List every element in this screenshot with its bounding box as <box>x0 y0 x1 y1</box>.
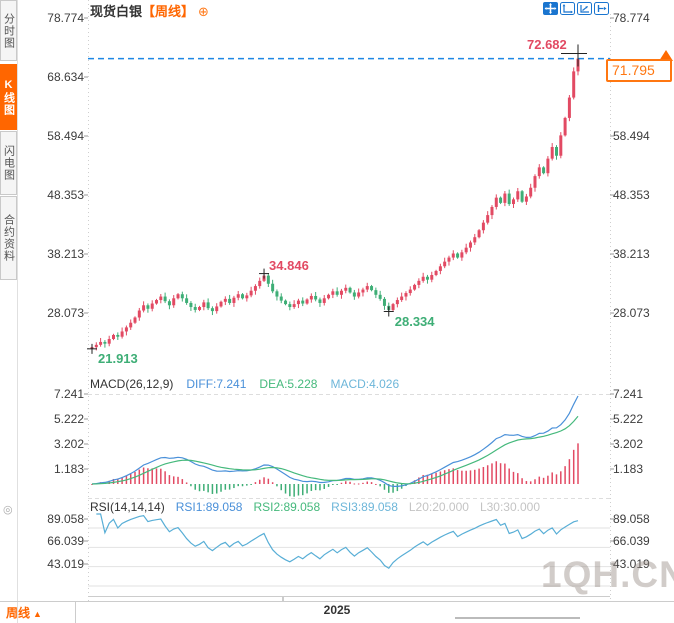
rsi-title: RSI(14,14,14) <box>90 500 165 514</box>
sidebar-tab-label: 合约资料 <box>2 214 15 262</box>
macd-title: MACD(26,12,9) <box>90 377 174 391</box>
y-axis-label: 3.202 <box>53 437 84 451</box>
scale-chart-icon[interactable] <box>577 2 592 15</box>
sidebar-tab-timeshare[interactable]: 分时图 <box>0 0 17 61</box>
chart-toolbar <box>543 2 609 15</box>
y-axis-label: 58.494 <box>47 128 84 143</box>
sidebar-tab-kline[interactable]: K线图 <box>0 64 17 130</box>
rsi-header: RSI(14,14,14) RSI1:89.058 RSI2:89.058 RS… <box>90 500 540 514</box>
y-axis-label: 48.353 <box>47 188 84 202</box>
y-axis-label: 7.241 <box>613 387 644 401</box>
add-indicator-icon[interactable]: ⊕ <box>198 4 209 19</box>
y-axis-label: 66.039 <box>47 534 84 548</box>
pan-icon[interactable] <box>543 2 558 15</box>
sidebar-tab-lightning[interactable]: 闪电图 <box>0 131 17 195</box>
rsi-l20-value: L20:20.000 <box>408 500 469 514</box>
last-price-value: 71.795 <box>612 62 655 78</box>
period-up-arrow-icon: ▲ <box>33 609 42 619</box>
timeframe-label: 【周线】 <box>142 4 195 19</box>
y-axis-label: 78.774 <box>47 11 84 25</box>
chart-type-sidebar: 分时图 K线图 闪电图 合约资料 <box>0 0 18 623</box>
y-axis-label: 7.241 <box>53 387 84 401</box>
sidebar-tab-label: 闪电图 <box>2 145 15 181</box>
y-axis-label: 43.019 <box>47 557 84 571</box>
y-axis-label: 5.222 <box>613 412 644 426</box>
period-selector[interactable]: 周线 ▲ <box>6 604 42 621</box>
macd-diff-value: DIFF:7.241 <box>186 377 247 391</box>
y-axis-label: 58.494 <box>613 128 650 143</box>
rsi1-value: RSI1:89.058 <box>175 500 243 514</box>
y-axis-label: 3.202 <box>613 437 644 451</box>
y-axis-label: 89.058 <box>613 512 650 526</box>
sidebar-tab-label: 分时图 <box>2 12 15 49</box>
y-axis-label: 68.634 <box>47 69 84 84</box>
symbol-name: 现货白银 <box>90 4 143 19</box>
macd-macd-value: MACD:4.026 <box>330 377 400 391</box>
fit-chart-icon[interactable] <box>560 2 575 15</box>
macd-dea-value: DEA:5.228 <box>259 377 318 391</box>
y-axis-label: 1.183 <box>613 462 644 476</box>
rsi-settings-icon[interactable]: ◎ <box>3 504 13 516</box>
y-axis-label: 78.774 <box>613 11 650 25</box>
y-axis-label: 28.073 <box>613 306 650 320</box>
price-marker-label: 34.846 <box>269 257 309 273</box>
y-axis-label: 5.222 <box>53 412 84 426</box>
y-axis-label: 48.353 <box>613 188 650 202</box>
y-axis-label: 66.039 <box>613 534 650 548</box>
y-axis-label: 38.213 <box>613 247 650 261</box>
y-axis-label: 1.183 <box>53 462 84 476</box>
price-marker-label: 72.682 <box>527 37 567 53</box>
chart-title: 现货白银【周线】 ⊕ <box>90 1 209 20</box>
macd-header: MACD(26,12,9) DIFF:7.241 DEA:5.228 MACD:… <box>90 377 399 391</box>
export-chart-icon[interactable] <box>594 2 609 15</box>
rsi3-value: RSI3:89.058 <box>331 500 398 514</box>
x-axis-year-label: 2025 <box>323 603 351 617</box>
price-marker-label: 21.913 <box>98 350 138 366</box>
price-marker-label: 28.334 <box>394 314 435 330</box>
sidebar-tab-contract-info[interactable]: 合约资料 <box>0 196 17 280</box>
last-price-tag: 71.795 <box>606 59 672 82</box>
sidebar-tab-label: K线图 <box>2 78 15 116</box>
rsi-l30-value: L30:30.000 <box>479 500 540 514</box>
y-axis-label: 89.058 <box>47 512 84 526</box>
rsi2-value: RSI2:89.058 <box>253 500 321 514</box>
y-axis-label: 38.213 <box>47 247 84 261</box>
y-axis-label: 28.073 <box>47 306 84 320</box>
y-axis-label: 43.019 <box>613 557 650 571</box>
period-selector-label: 周线 <box>6 606 31 620</box>
